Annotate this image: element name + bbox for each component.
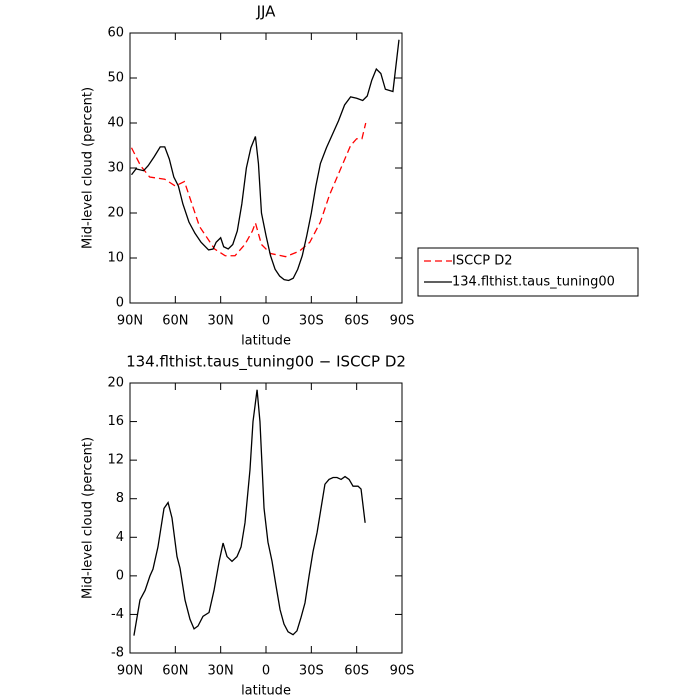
plot-frame: [129, 382, 403, 654]
chart-title: 134.flthist.taus_tuning00 − ISCCP D2: [126, 353, 406, 372]
legend-label: 134.flthist.taus_tuning00: [452, 275, 615, 290]
y-tick-label: 30: [107, 161, 124, 176]
y-tick-label: 4: [116, 530, 124, 545]
y-tick-label: 20: [107, 206, 124, 221]
x-tick-label: 60S: [344, 664, 369, 679]
x-tick-label: 0: [262, 314, 270, 329]
plot: JJA latitude Mid-level cloud (percent) 90N 6…: [81, 3, 639, 349]
x-tick-label: 90S: [390, 314, 415, 329]
y-tick-label: 16: [107, 414, 124, 429]
data-line: [130, 122, 367, 258]
x-tick-label: 60N: [162, 664, 188, 679]
y-tick-label: -4: [111, 607, 124, 622]
x-tick-label: 30N: [208, 664, 234, 679]
x-tick-label: 90S: [390, 664, 415, 679]
x-tick-label: 60S: [344, 314, 369, 329]
x-tick-label: 0: [262, 664, 270, 679]
chart-title: JJA: [256, 3, 277, 21]
y-tick-label: 40: [107, 116, 124, 131]
legend-frame: [417, 247, 639, 297]
x-axis-label: latitude: [241, 334, 291, 349]
data-line: [133, 389, 366, 636]
y-tick-label: 60: [107, 26, 124, 41]
legend-label: ISCCP D2: [452, 254, 513, 269]
x-tick-label: 90N: [117, 314, 143, 329]
x-tick-label: 60N: [162, 314, 188, 329]
y-tick-label: 0: [116, 568, 124, 583]
y-tick-label: 20: [107, 376, 124, 391]
plot-frame: [129, 32, 403, 304]
x-tick-label: 30S: [299, 314, 324, 329]
y-tick-label: 10: [107, 251, 124, 266]
x-tick-label: 90N: [117, 664, 143, 679]
y-axis-label: Mid-level cloud (percent): [81, 437, 96, 599]
plot: 134.flthist.taus_tuning00 − ISCCP D2 lati…: [81, 353, 415, 699]
y-tick-label: -8: [111, 646, 124, 661]
data-line: [130, 39, 400, 282]
x-tick-label: 30S: [299, 664, 324, 679]
x-axis-label: latitude: [241, 684, 291, 699]
y-tick-label: 8: [116, 491, 124, 506]
x-tick-label: 30N: [208, 314, 234, 329]
y-tick-label: 12: [107, 453, 124, 468]
y-axis-label: Mid-level cloud (percent): [81, 87, 96, 249]
y-tick-label: 50: [107, 71, 124, 86]
y-tick-label: 0: [116, 296, 124, 311]
